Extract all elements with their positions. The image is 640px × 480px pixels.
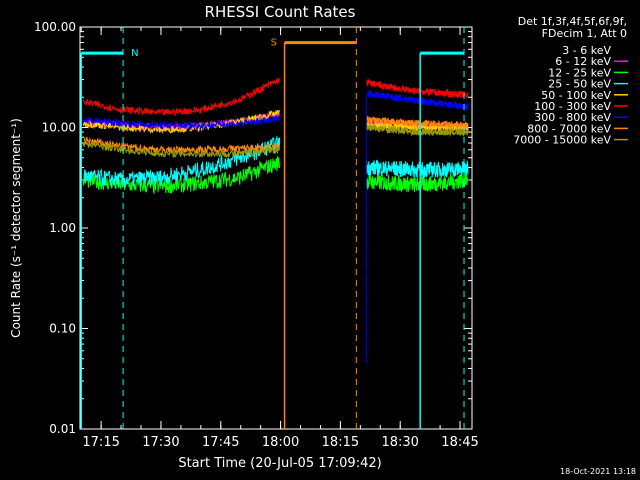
chart-title: RHESSI Count Rates — [205, 3, 356, 21]
legend-entry: 300 - 800 keV — [534, 111, 628, 124]
y-axis-label: Count Rate (s⁻¹ detector segment⁻¹) — [9, 118, 23, 338]
series-line — [82, 136, 281, 188]
legend-label: 100 - 300 keV — [534, 100, 611, 113]
night-marker-label: N — [131, 48, 138, 59]
time-markers: NS — [80, 27, 465, 429]
legend-label: 7000 - 15000 keV — [513, 134, 611, 147]
series-line — [366, 78, 469, 99]
series-line — [82, 115, 281, 131]
legend-label: 50 - 100 keV — [541, 89, 611, 102]
axes-ticks: 0.01 0.10 1.00 10.00 100.00 17:15 17:30 17:45 18… — [34, 20, 479, 450]
series-line — [365, 124, 469, 138]
legend-label: 3 - 6 keV — [562, 44, 611, 57]
series-line — [365, 159, 469, 180]
legend-label: 6 - 12 keV — [555, 55, 611, 68]
legend-entry: 6 - 12 keV — [555, 55, 628, 68]
legend-label: 800 - 7000 keV — [527, 122, 611, 135]
series-line — [82, 152, 281, 203]
y-tick-label: 0.10 — [49, 322, 76, 336]
legend-label: 12 - 25 keV — [548, 66, 611, 79]
series-line — [365, 172, 469, 193]
series-line — [82, 135, 281, 156]
legend-label: 300 - 800 keV — [534, 111, 611, 124]
x-axis-label: Start Time (20-Jul-05 17:09:42) — [178, 456, 381, 471]
legend-entry: 25 - 50 keV — [548, 78, 628, 91]
y-tick-label: 10.00 — [42, 121, 76, 135]
x-tick-label: 18:45 — [441, 435, 478, 450]
y-tick-label: 1.00 — [49, 221, 76, 235]
x-tick-label: 18:00 — [262, 435, 299, 450]
legend: Det 1f,3f,4f,5f,6f,9f, FDecim 1, Att 0 3… — [513, 15, 628, 147]
x-tick-label: 17:45 — [202, 435, 239, 450]
legend-entry: 100 - 300 keV — [534, 100, 628, 113]
series-line — [82, 140, 280, 159]
series-line — [365, 115, 469, 129]
legend-header-2: FDecim 1, Att 0 — [542, 27, 627, 40]
x-tick-label: 18:15 — [322, 435, 359, 450]
y-tick-label: 0.01 — [49, 422, 76, 436]
x-tick-label: 17:30 — [142, 435, 179, 450]
legend-entry: 50 - 100 keV — [541, 89, 628, 102]
y-tick-label: 100.00 — [34, 20, 76, 34]
legend-entry: 3 - 6 keV — [562, 44, 628, 57]
x-tick-label: 17:15 — [82, 435, 119, 450]
saa-marker-label: S — [271, 38, 277, 49]
series-line — [82, 156, 281, 195]
footer-date: 18-Oct-2021 13:18 — [560, 467, 636, 476]
legend-label: 25 - 50 keV — [548, 78, 611, 91]
series-layer — [82, 77, 469, 364]
legend-entry: 12 - 25 keV — [548, 66, 628, 79]
legend-header-1: Det 1f,3f,4f,5f,6f,9f, — [518, 15, 627, 28]
x-tick-label: 18:30 — [381, 435, 418, 450]
legend-entry: 7000 - 15000 keV — [513, 134, 628, 147]
legend-entry: 800 - 7000 keV — [527, 122, 628, 135]
series-line — [366, 90, 469, 111]
series-line — [82, 77, 281, 117]
